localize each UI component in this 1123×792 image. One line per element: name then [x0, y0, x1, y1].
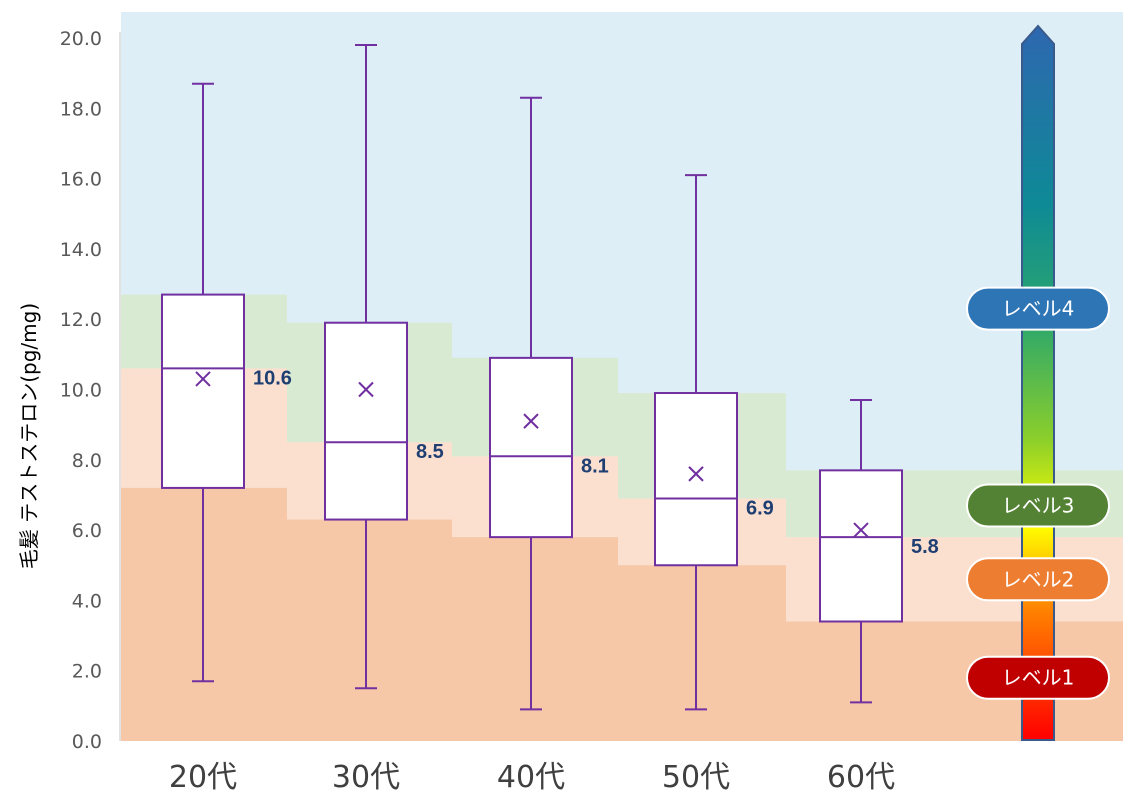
- band-level1-segment: [618, 565, 786, 741]
- level-badge-label: レベル4: [1002, 297, 1075, 321]
- median-value-label: 5.8: [911, 536, 939, 558]
- mean-marker: [688, 466, 704, 482]
- box-plot-50代: 6.9: [654, 174, 774, 711]
- level-scale: レベル4 レベル3 レベル2 レベル1: [966, 24, 1110, 741]
- level-badge-label: レベル2: [1002, 567, 1075, 591]
- level-badge-label: レベル1: [1002, 666, 1075, 690]
- y-tick-label: 10.0: [60, 380, 102, 402]
- y-axis: 0.0 2.0 4.0 6.0 8.0 10.0 12.0 14.0 16.0 18.0 20.0: [60, 28, 121, 753]
- band-level1-segment: [287, 519, 452, 741]
- y-axis-title: 毛髪 テストステロン(pg/mg): [17, 303, 41, 569]
- x-category-label: 40代: [497, 760, 565, 792]
- band-level1-segment: [452, 537, 618, 741]
- y-tick-label: 2.0: [72, 661, 102, 683]
- x-category-label: 30代: [332, 760, 400, 792]
- level-badge-pill: [966, 557, 1110, 602]
- median-value-label: 8.5: [416, 441, 444, 463]
- y-tick-label: 0.0: [72, 731, 102, 753]
- y-tick-label: 4.0: [72, 590, 102, 612]
- x-category-label: 60代: [827, 760, 895, 792]
- box-iqr: [654, 392, 738, 567]
- x-axis-labels: 20代 30代 40代 50代 60代: [169, 760, 895, 792]
- box-plot-60代: 5.8: [819, 399, 939, 704]
- box-plot-20代: 10.6: [161, 82, 292, 683]
- band-level1-segment: [786, 621, 952, 741]
- y-tick-label: 18.0: [60, 98, 102, 120]
- mean-marker: [195, 371, 211, 387]
- box-plot-40代: 8.1: [489, 96, 609, 711]
- level-badge: レベル4: [966, 286, 1110, 331]
- level-badge-pill: [966, 483, 1110, 528]
- mean-marker: [853, 522, 869, 538]
- level-badge: レベル2: [966, 557, 1110, 602]
- y-tick-label: 14.0: [60, 239, 102, 261]
- level-badge-pill: [966, 286, 1110, 331]
- x-category-label: 20代: [169, 760, 237, 792]
- y-tick-label: 20.0: [60, 28, 102, 50]
- mean-marker: [358, 381, 374, 398]
- x-category-label: 50代: [662, 760, 730, 792]
- median-value-label: 6.9: [746, 497, 774, 519]
- level-badge-pill: [966, 655, 1110, 700]
- box-plots: 10.6 8.5 8.1 6.9 5.8: [161, 44, 939, 711]
- y-tick-label: 6.0: [72, 520, 102, 542]
- box-iqr: [489, 356, 573, 539]
- box-iqr: [819, 469, 903, 623]
- level-badge-label: レベル3: [1002, 493, 1075, 517]
- box-iqr: [324, 321, 408, 521]
- y-tick-label: 12.0: [60, 309, 102, 331]
- y-tick-label: 16.0: [60, 169, 102, 191]
- level-badge: レベル3: [966, 483, 1110, 528]
- level-gradient-arrow: [1021, 24, 1055, 741]
- median-value-label: 8.1: [581, 455, 609, 477]
- median-value-label: 10.6: [253, 367, 292, 389]
- box-plot-30代: 8.5: [324, 44, 444, 690]
- mean-marker: [523, 413, 539, 429]
- y-tick-label: 8.0: [72, 450, 102, 472]
- box-iqr: [161, 293, 245, 489]
- background-level-bands: [121, 12, 1123, 741]
- level-badge: レベル1: [966, 655, 1110, 700]
